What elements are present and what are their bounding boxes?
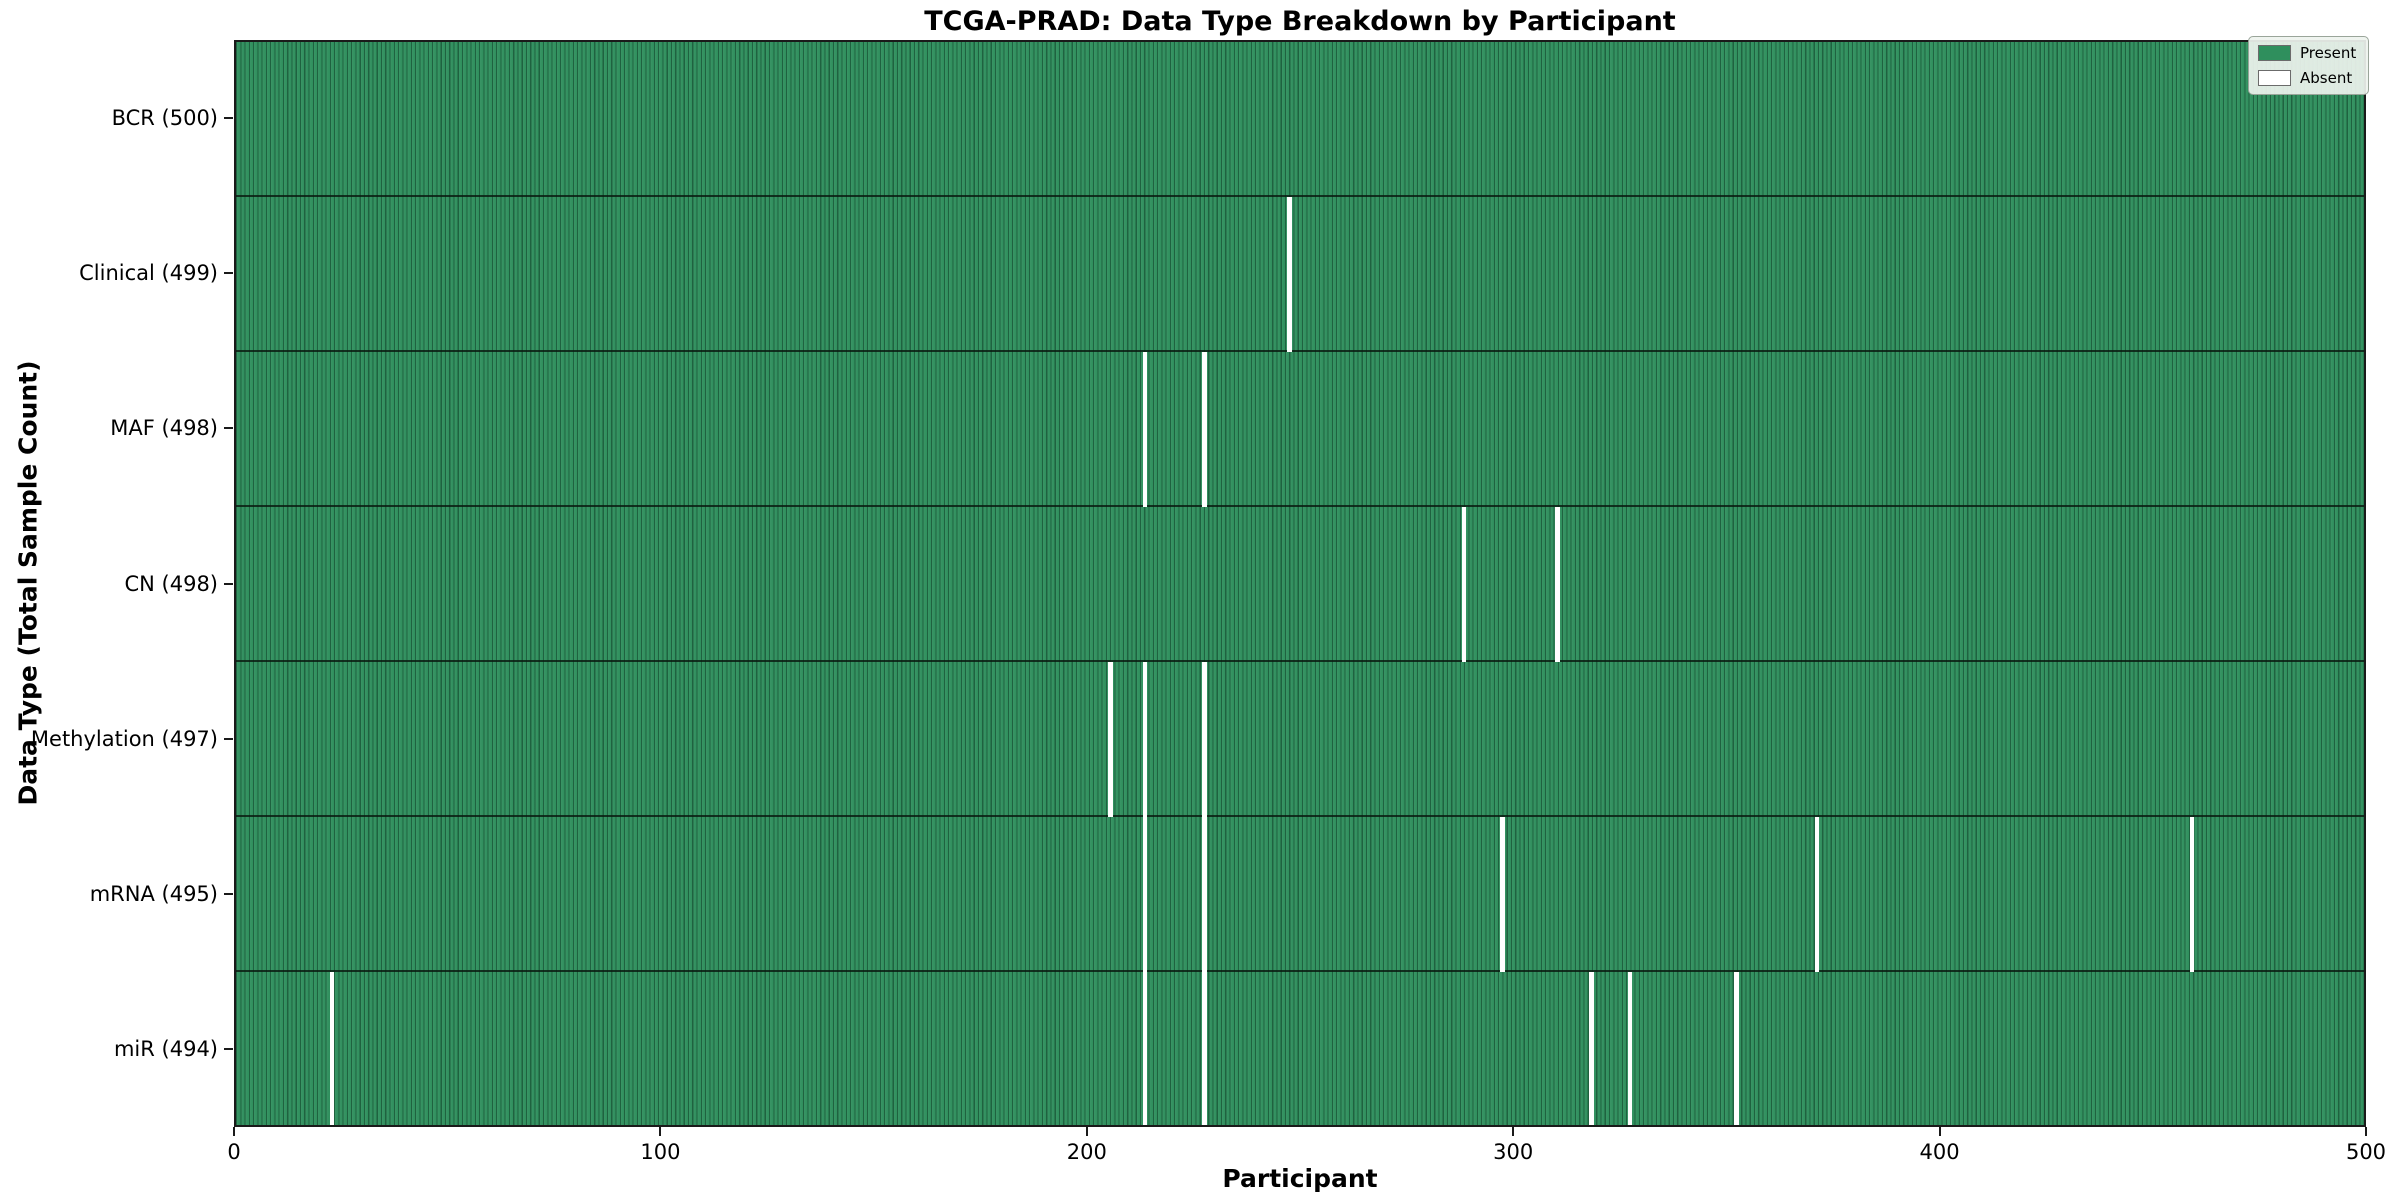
x-tick-mark xyxy=(1512,1127,1515,1136)
legend-item-absent: Absent xyxy=(2258,69,2356,87)
absent-cell xyxy=(1461,507,1467,662)
y-tick-mark xyxy=(224,737,233,740)
heatmap-row-methylation xyxy=(236,662,2364,817)
absent-cell xyxy=(1734,972,1739,1125)
y-tick-label: miR (494) xyxy=(113,1037,218,1062)
heatmap-row-clinical xyxy=(236,197,2364,352)
absent-cell xyxy=(1500,817,1505,972)
heatmap-row-mir xyxy=(236,972,2364,1125)
heatmap-row-mrna xyxy=(236,817,2364,972)
x-tick-mark xyxy=(1085,1127,1088,1136)
absent-cell xyxy=(1108,662,1113,817)
y-tick-label: CN (498) xyxy=(124,571,218,596)
absent-cell xyxy=(2189,817,2194,972)
legend-item-present: Present xyxy=(2258,44,2356,62)
chart-title: TCGA-PRAD: Data Type Breakdown by Partic… xyxy=(924,6,1676,37)
heatmap-plot-area xyxy=(234,40,2366,1127)
y-tick-label: mRNA (495) xyxy=(89,882,218,907)
x-tick-mark xyxy=(1938,1127,1941,1136)
absent-cell xyxy=(329,972,335,1125)
x-tick-mark xyxy=(659,1127,662,1136)
y-tick-mark xyxy=(224,116,233,119)
x-tick-mark xyxy=(2365,1127,2367,1136)
legend-swatch-icon xyxy=(2258,70,2291,86)
legend-label: Absent xyxy=(2300,69,2353,87)
legend-swatch-icon xyxy=(2258,45,2291,61)
absent-cell xyxy=(1202,972,1207,1125)
y-tick-mark xyxy=(224,1048,233,1051)
absent-cell xyxy=(1202,662,1207,817)
absent-cell xyxy=(1142,352,1147,507)
absent-cell xyxy=(1627,972,1633,1125)
legend-label: Present xyxy=(2300,44,2357,62)
absent-cell xyxy=(1202,352,1207,507)
y-tick-label: BCR (500) xyxy=(111,105,218,130)
y-tick-mark xyxy=(224,427,233,430)
absent-cell xyxy=(1202,817,1207,972)
absent-cell xyxy=(1142,972,1147,1125)
absent-cell xyxy=(1555,507,1560,662)
y-tick-label: Clinical (499) xyxy=(79,260,218,285)
x-tick-label: 400 xyxy=(1919,1140,1960,1164)
absent-cell xyxy=(1142,662,1147,817)
absent-cell xyxy=(1814,817,1820,972)
x-tick-label: 0 xyxy=(227,1140,241,1164)
heatmap-row-bcr xyxy=(236,42,2364,197)
x-tick-mark xyxy=(233,1127,235,1136)
x-tick-label: 300 xyxy=(1493,1140,1534,1164)
x-tick-label: 200 xyxy=(1066,1140,1107,1164)
absent-cell xyxy=(1142,817,1147,972)
y-tick-label: MAF (498) xyxy=(110,416,218,441)
heatmap-row-maf xyxy=(236,352,2364,507)
y-tick-label: Methylation (497) xyxy=(30,726,218,751)
x-tick-label: 100 xyxy=(640,1140,681,1164)
absent-cell xyxy=(1287,197,1292,352)
x-axis-label: Participant xyxy=(1222,1164,1378,1193)
y-tick-mark xyxy=(224,582,233,585)
y-tick-mark xyxy=(224,893,233,896)
heatmap-row-cn xyxy=(236,507,2364,662)
absent-cell xyxy=(1589,972,1594,1125)
x-tick-label: 500 xyxy=(2345,1140,2387,1164)
legend: Present Absent xyxy=(2248,36,2370,95)
y-tick-mark xyxy=(224,271,233,274)
